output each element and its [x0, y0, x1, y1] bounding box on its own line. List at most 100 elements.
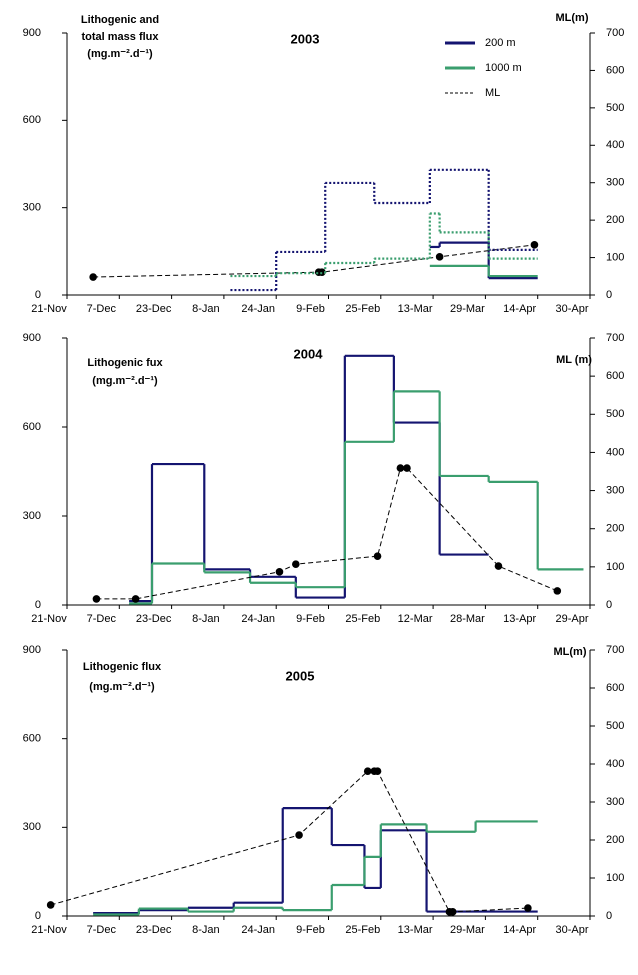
- x-tick-label: 25-Feb: [345, 303, 380, 315]
- x-tick-label: 29-Apr: [555, 613, 588, 625]
- ml-point: [89, 273, 97, 281]
- x-tick-label: 30-Apr: [555, 924, 588, 936]
- y-tick-label: 0: [35, 289, 41, 301]
- ml-point: [275, 568, 284, 576]
- ml-point: [530, 241, 539, 249]
- ml-point: [396, 464, 405, 472]
- x-tick-label: 13-Mar: [398, 924, 433, 936]
- x-tick-label: 9-Feb: [296, 613, 325, 625]
- y2-tick-label: 0: [606, 599, 612, 611]
- ml-point: [131, 595, 140, 603]
- y-axis-label: total mass flux: [81, 31, 159, 43]
- ml-line: [50, 770, 528, 913]
- y-tick-label: 600: [23, 733, 41, 745]
- ml-point: [403, 464, 411, 472]
- x-tick-label: 29-Mar: [450, 924, 485, 936]
- legend-label: 1000 m: [485, 62, 522, 74]
- y-tick-label: 900: [23, 27, 41, 39]
- y2-axis-label: ML(m): [556, 12, 589, 24]
- x-tick-label: 13-Mar: [398, 303, 433, 315]
- x-tick-label: 30-Apr: [555, 303, 588, 315]
- y2-tick-label: 100: [606, 251, 624, 263]
- x-tick-label: 24-Jan: [241, 303, 275, 315]
- y2-tick-label: 500: [606, 720, 624, 732]
- y-axis-label: Lithogenic fux: [87, 357, 163, 369]
- ml-point: [448, 908, 457, 916]
- ml-line: [96, 467, 558, 600]
- y2-tick-label: 0: [606, 910, 612, 922]
- x-tick-label: 25-Feb: [345, 613, 380, 625]
- y2-tick-label: 600: [606, 64, 624, 76]
- y2-tick-label: 200: [606, 214, 624, 226]
- x-tick-label: 8-Jan: [192, 613, 220, 625]
- x-tick-label: 13-Apr: [503, 613, 536, 625]
- x-tick-label: 21-Nov: [31, 924, 67, 936]
- x-tick-label: 14-Apr: [503, 924, 536, 936]
- x-tick-label: 8-Jan: [192, 924, 220, 936]
- x-tick-label: 23-Dec: [136, 303, 172, 315]
- ml-point: [363, 767, 372, 776]
- y2-tick-label: 100: [606, 561, 624, 573]
- y-tick-label: 0: [35, 599, 41, 611]
- y2-tick-label: 500: [606, 408, 624, 420]
- x-tick-label: 7-Dec: [87, 303, 117, 315]
- y2-tick-label: 0: [606, 289, 612, 301]
- y2-tick-label: 300: [606, 796, 624, 808]
- ml-point: [292, 560, 300, 568]
- legend-label: ML: [485, 87, 500, 99]
- x-tick-label: 14-Apr: [503, 303, 536, 315]
- y2-tick-label: 700: [606, 332, 624, 344]
- y-axis-label: (mg.m⁻².d⁻¹): [89, 681, 155, 693]
- chart-title: 2003: [291, 31, 320, 46]
- ml-point: [92, 595, 101, 603]
- y-tick-label: 300: [23, 202, 41, 214]
- x-tick-label: 8-Jan: [192, 303, 220, 315]
- y2-tick-label: 200: [606, 834, 624, 846]
- y2-tick-label: 200: [606, 523, 624, 535]
- x-tick-label: 21-Nov: [31, 613, 67, 625]
- ml-point: [494, 562, 503, 570]
- x-tick-label: 12-Mar: [398, 613, 433, 625]
- y2-tick-label: 700: [606, 644, 624, 656]
- ml-point: [524, 904, 532, 912]
- y2-tick-label: 600: [606, 370, 624, 382]
- x-tick-label: 28-Mar: [450, 613, 485, 625]
- y-tick-label: 0: [35, 910, 41, 922]
- y-axis-label: Lithogenic and: [81, 14, 159, 26]
- x-tick-label: 7-Dec: [87, 613, 117, 625]
- y-tick-label: 300: [23, 821, 41, 833]
- y2-tick-label: 600: [606, 682, 624, 694]
- y-tick-label: 600: [23, 114, 41, 126]
- y-axis-label: (mg.m⁻².d⁻¹): [92, 375, 158, 387]
- y2-tick-label: 400: [606, 446, 624, 458]
- ml-point: [295, 831, 303, 839]
- y2-tick-label: 300: [606, 484, 624, 496]
- x-tick-label: 21-Nov: [31, 303, 67, 315]
- chart-title: 2004: [294, 346, 324, 361]
- ml-point: [373, 767, 382, 776]
- y2-axis-label: ML(m): [554, 646, 587, 658]
- ml-point: [373, 552, 382, 560]
- y2-tick-label: 500: [606, 102, 624, 114]
- x-tick-label: 29-Mar: [450, 303, 485, 315]
- ml-point: [46, 901, 55, 909]
- chart-title: 2005: [286, 668, 315, 683]
- x-tick-label: 24-Jan: [241, 613, 275, 625]
- legend-label: 200 m: [485, 37, 516, 49]
- y-tick-label: 600: [23, 421, 41, 433]
- ml-point: [553, 587, 562, 595]
- y-axis-label: Lithogenic flux: [83, 661, 162, 673]
- y2-tick-label: 400: [606, 758, 624, 770]
- y-tick-label: 300: [23, 510, 41, 522]
- y2-tick-label: 100: [606, 872, 624, 884]
- y-axis-label: (mg.m⁻².d⁻¹): [87, 48, 153, 60]
- y2-tick-label: 700: [606, 27, 624, 39]
- x-tick-label: 9-Feb: [296, 303, 325, 315]
- y-tick-label: 900: [23, 332, 41, 344]
- x-tick-label: 25-Feb: [345, 924, 380, 936]
- y2-tick-label: 300: [606, 177, 624, 189]
- x-tick-label: 24-Jan: [241, 924, 275, 936]
- y2-tick-label: 400: [606, 139, 624, 151]
- y-tick-label: 900: [23, 644, 41, 656]
